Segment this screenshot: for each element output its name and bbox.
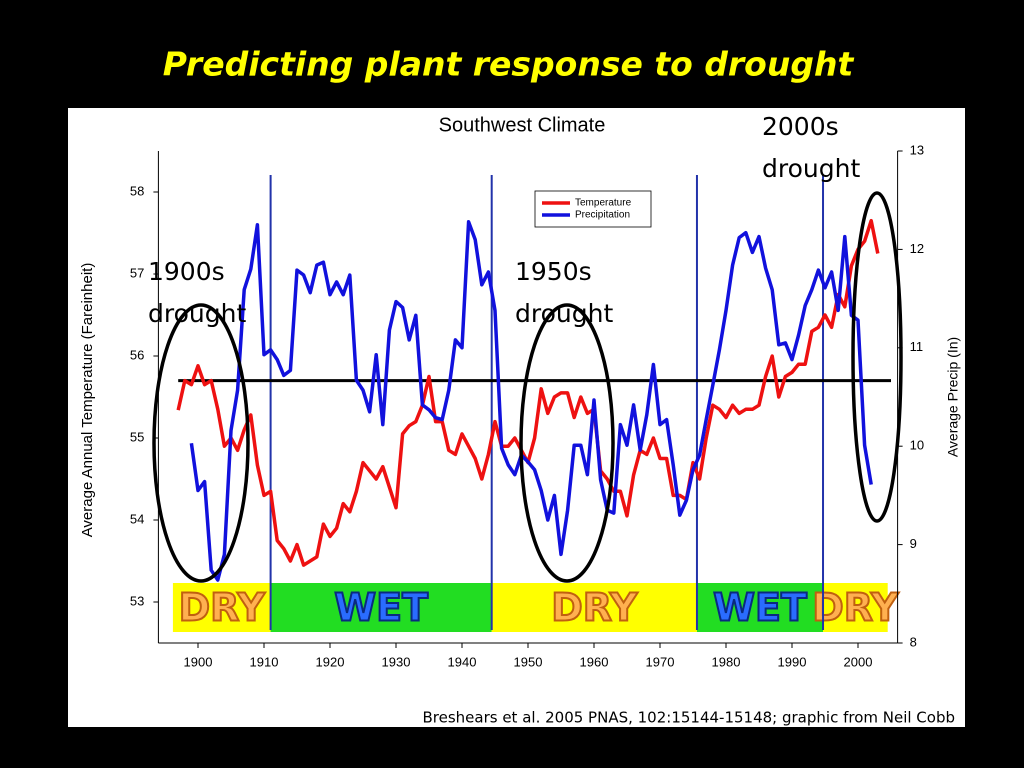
chart-title: Southwest Climate (439, 114, 606, 136)
y2-tick-label: 10 (910, 438, 924, 453)
x-tick-label: 1960 (580, 654, 609, 669)
period-label: WET (713, 586, 807, 630)
drought-ellipse (851, 191, 903, 523)
x-tick-label: 1940 (448, 654, 477, 669)
y2-axis-title: Average Precip (In) (945, 337, 961, 457)
legend-label: Precipitation (575, 210, 630, 221)
y2-tick-label: 8 (910, 634, 917, 649)
x-tick-label: 1920 (316, 654, 345, 669)
drought-ellipse (519, 303, 615, 583)
period-band (270, 583, 492, 632)
y2-tick-label: 12 (910, 241, 924, 256)
y-tick-label: 58 (130, 183, 144, 198)
chart-panel (68, 108, 965, 727)
period-label: DRY (812, 586, 899, 630)
slide-title: Predicting plant response to drought (163, 45, 855, 84)
annotation: drought (148, 299, 246, 328)
plot: DRY WET DRY WET DRY5354555657588910111213190… (130, 142, 924, 669)
period-band (823, 583, 888, 632)
y-tick-label: 55 (130, 429, 144, 444)
y2-tick-label: 13 (910, 142, 924, 157)
period-band (172, 583, 271, 632)
x-tick-label: 1980 (712, 654, 741, 669)
legend-label: Temperature (575, 198, 632, 209)
x-tick-label: 2000 (844, 654, 873, 669)
y2-tick-label: 9 (910, 536, 917, 551)
source: Breshears et al. 2005 PNAS, 102:15144-15… (422, 709, 955, 727)
annotation: drought (515, 299, 613, 328)
annotation: 2000s (762, 112, 839, 141)
period-label: DRY (551, 586, 638, 630)
x-tick-label: 1910 (250, 654, 279, 669)
annotation: 1950s (515, 257, 592, 286)
period-band (696, 583, 824, 632)
x-tick-label: 1990 (778, 654, 807, 669)
y-tick-label: 53 (130, 593, 144, 608)
annotation: drought (762, 154, 860, 183)
y2-tick-label: 11 (910, 339, 924, 354)
legend-box (534, 190, 652, 228)
annotation: 1900s (148, 257, 225, 286)
x-tick-label: 1950 (514, 654, 543, 669)
period-label: DRY (179, 586, 266, 630)
drought-ellipse (152, 303, 250, 583)
y-axis-title: Average Annual Temperature (Fareinheit) (79, 263, 96, 538)
y-tick-label: 54 (130, 511, 144, 526)
series-line (189, 220, 873, 582)
x-tick-label: 1900 (184, 654, 213, 669)
x-tick-label: 1930 (382, 654, 411, 669)
period-band (491, 583, 697, 632)
x-tick-label: 1970 (646, 654, 675, 669)
period-label: WET (334, 586, 428, 630)
y-tick-label: 57 (130, 265, 144, 280)
y-tick-label: 56 (130, 347, 144, 362)
